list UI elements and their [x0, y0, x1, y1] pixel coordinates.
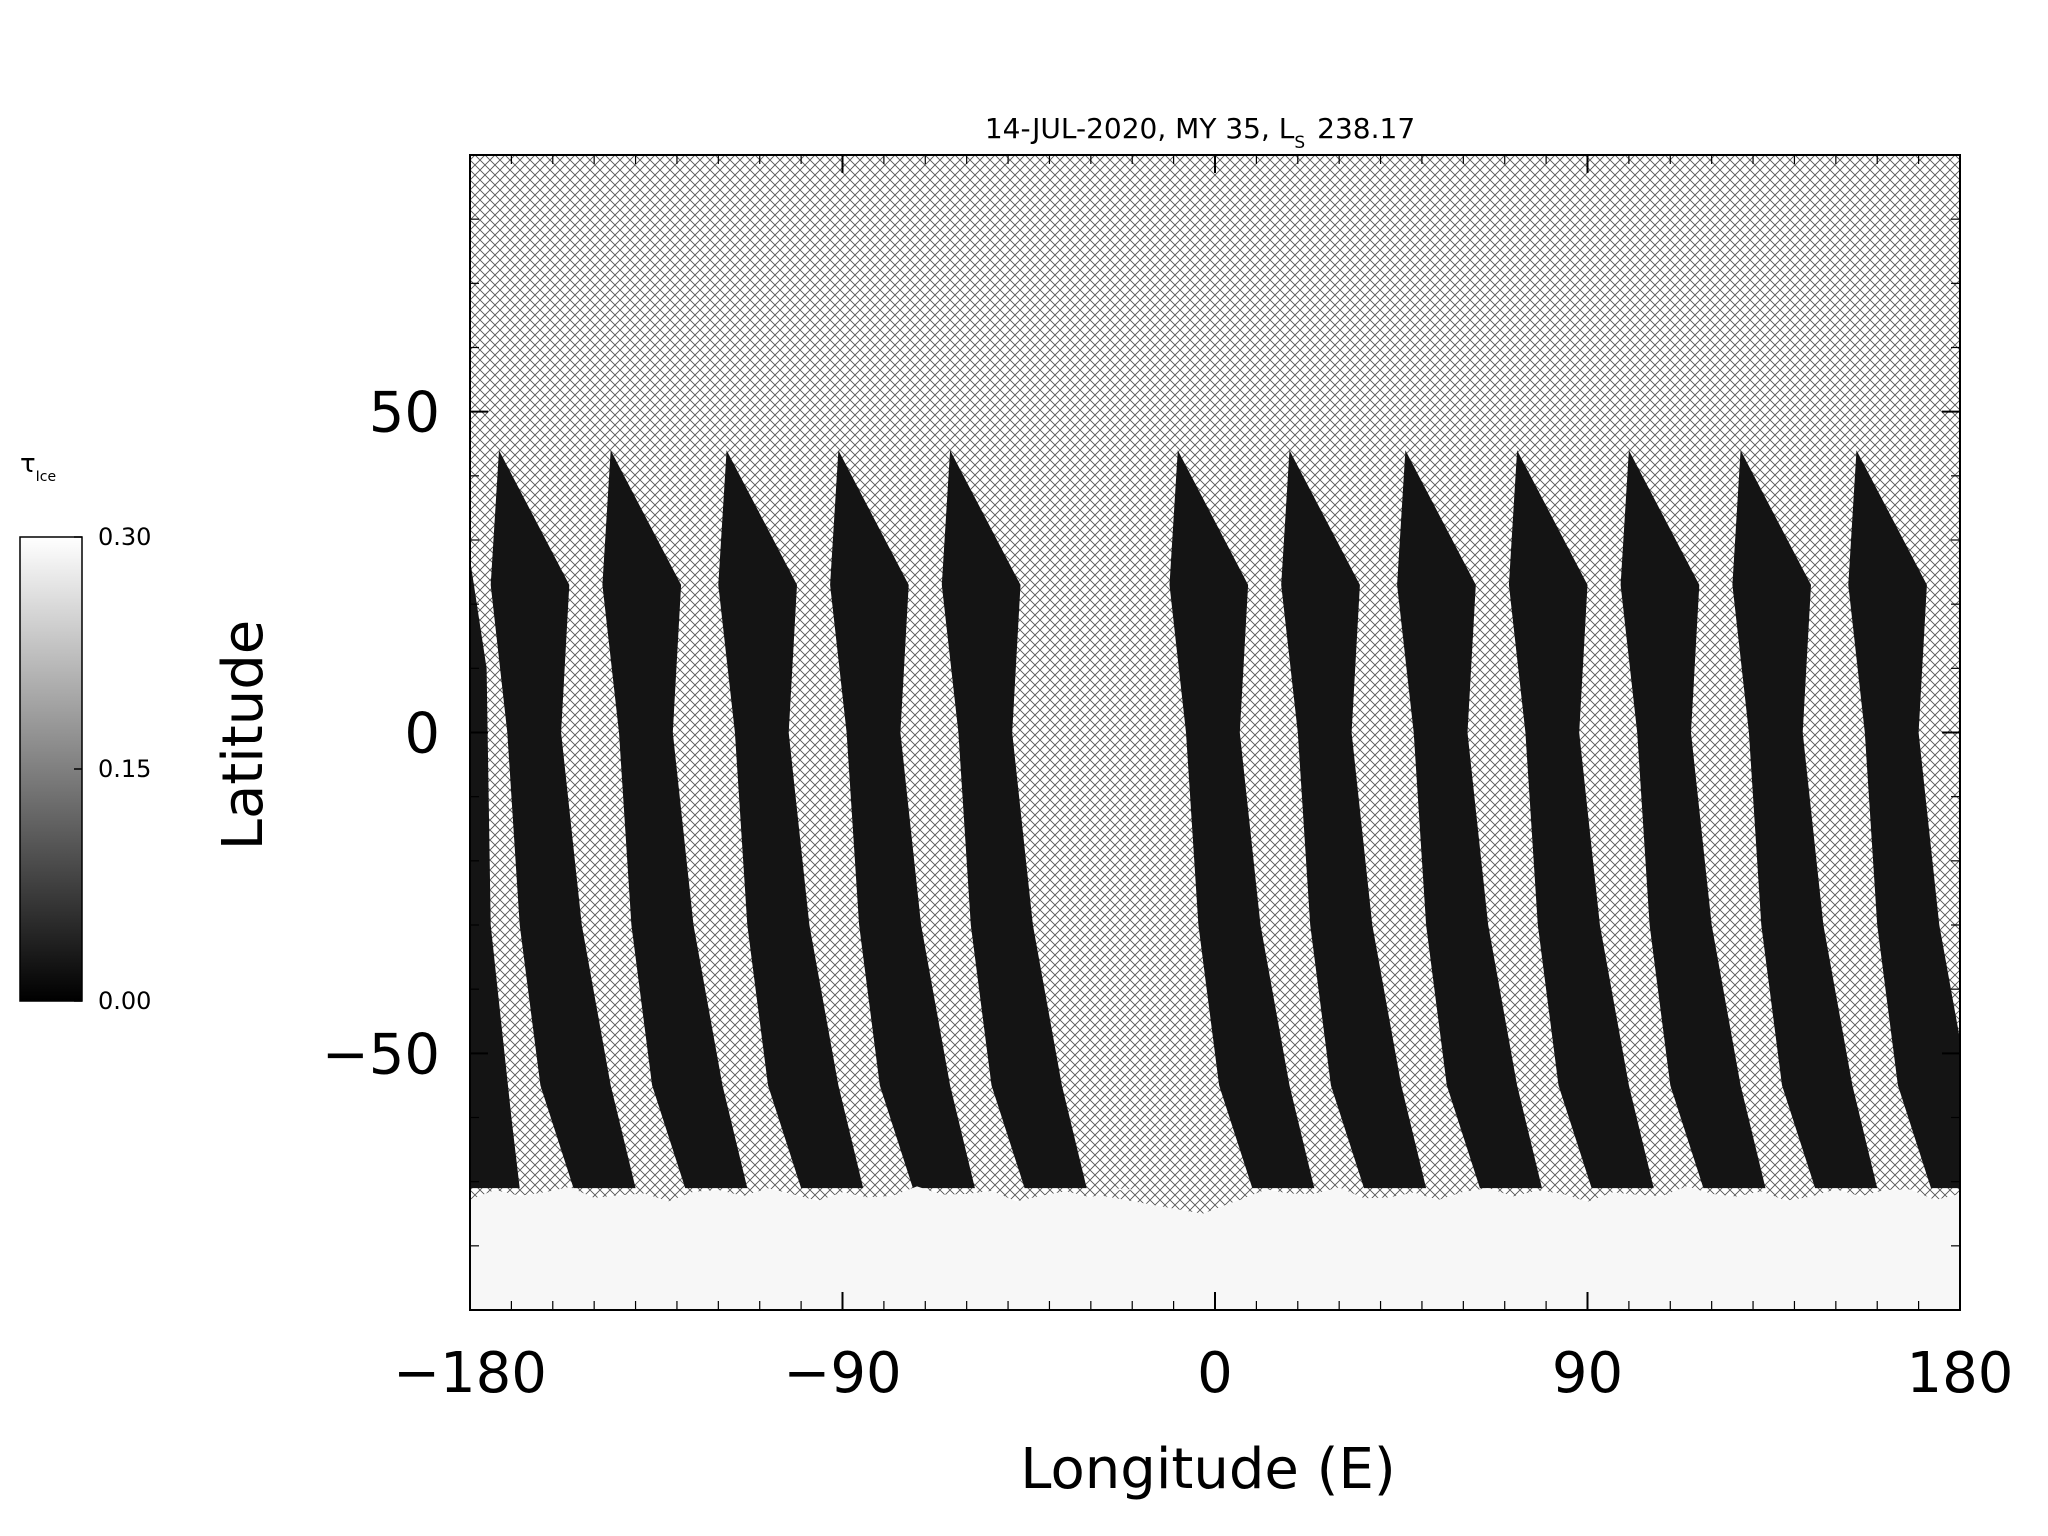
x-tick-label: 180: [1907, 1341, 2014, 1406]
x-tick-label: 0: [1197, 1341, 1233, 1406]
swath-3: [718, 450, 864, 1189]
swath-5: [941, 450, 1087, 1189]
polar-cap-gap: [1070, 1190, 1265, 1214]
y-tick-labels: −50 0 50: [322, 381, 440, 1088]
x-axis-label: Longitude (E): [1020, 1437, 1395, 1502]
y-axis-label: Latitude: [211, 620, 276, 850]
polar-cap-ice: [470, 1186, 1960, 1310]
colorbar-ticks: 0.00 0.15 0.30: [74, 523, 151, 1015]
colorbar-label: τIce: [20, 449, 56, 485]
colorbar-gradient: [19, 536, 83, 1002]
x-tick-label: 90: [1552, 1341, 1623, 1406]
tick-marks: [469, 154, 1961, 1311]
swath-6: [1169, 450, 1315, 1189]
swath-4: [830, 450, 975, 1189]
swath-9: [1508, 450, 1654, 1189]
swath-2: [602, 450, 748, 1189]
south-polar-cap: [470, 1186, 1960, 1310]
swath-8: [1397, 450, 1542, 1189]
colorbar-tick-label: 0.00: [98, 987, 151, 1015]
plot-area: [470, 155, 1960, 1310]
colorbar: 0.00 0.15 0.30 τIce: [19, 449, 151, 1015]
swath-1: [490, 450, 636, 1189]
swath-11: [1732, 450, 1878, 1189]
x-tick-label: −90: [783, 1341, 901, 1406]
x-tick-label: −180: [393, 1341, 547, 1406]
y-tick-label: 50: [369, 381, 440, 446]
swath-7: [1281, 450, 1427, 1189]
colorbar-tick-label: 0.30: [98, 523, 151, 551]
swath-12: [1848, 450, 1960, 1189]
y-tick-label: −50: [322, 1022, 440, 1087]
swath-edge: [470, 559, 520, 1189]
y-tick-label: 0: [404, 702, 440, 767]
swath-10: [1620, 450, 1766, 1189]
colorbar-tick-label: 0.15: [98, 755, 151, 783]
swaths-group: [470, 450, 1960, 1189]
x-tick-labels: −180 −90 0 90 180: [393, 1341, 2013, 1406]
chart-title: 14-JUL-2020, MY 35, LS 238.17: [985, 112, 1415, 153]
